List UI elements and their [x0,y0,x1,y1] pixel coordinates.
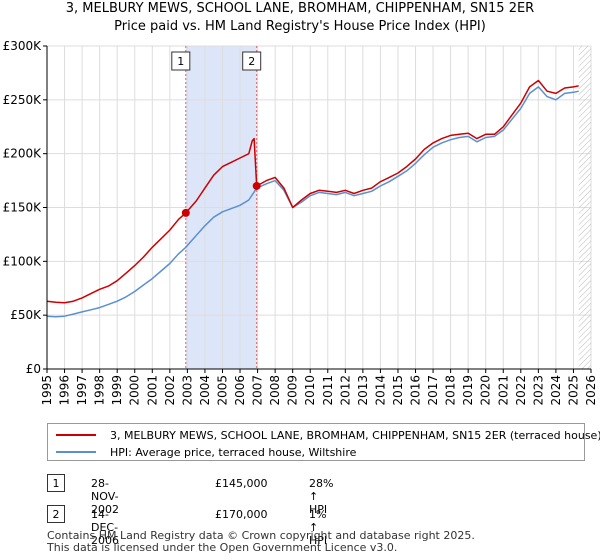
transaction-price: £145,000 [215,477,268,490]
x-tick-label: 2019 [461,375,475,406]
x-tick-label: 2002 [163,375,177,406]
x-tick-label: 2001 [145,375,159,406]
x-tick-label: 1997 [75,375,89,406]
legend-swatch-hpi [56,451,96,453]
x-tick-label: 2000 [128,375,142,406]
x-tick-label: 2013 [356,375,370,406]
transaction-date: 14-DEC-2006 [91,508,119,547]
hpi-line [46,86,579,318]
sale-marker-number: 2 [248,55,255,68]
x-tick-label: 2020 [479,375,493,406]
transaction-hpi-change: 1% ↑ HPI [309,508,328,547]
sale-point [181,208,190,217]
x-tick-label: 2024 [549,375,563,406]
x-tick-label: 2007 [251,375,265,406]
forecast-hatch [578,46,591,369]
transaction-number-badge: 2 [47,505,65,523]
sale-marker-label: 1 [171,51,191,71]
transaction-price: £170,000 [215,508,268,521]
y-tick-label: £100K [3,254,43,268]
x-tick-label: 2005 [215,375,229,406]
x-tick-label: 2010 [303,375,317,406]
x-tick-label: 2009 [286,375,300,406]
x-tick-label: 2018 [444,375,458,406]
x-tick-label: 2022 [514,375,528,406]
title-line-1: 3, MELBURY MEWS, SCHOOL LANE, BROMHAM, C… [65,1,535,16]
legend-item-hpi: HPI: Average price, terraced house, Wilt… [56,443,356,461]
x-tick-label: 2012 [338,375,352,406]
price-chart: 1 2 £0 £50K £100K £150K £200K £250K £300K 1995 1… [3,39,598,406]
x-tick-label: 1996 [58,375,72,406]
x-tick-label: 2025 [566,375,580,406]
x-tick-label: 2026 [584,375,598,406]
x-tick-label: 2021 [496,375,510,406]
legend-item-property: 3, MELBURY MEWS, SCHOOL LANE, BROMHAM, C… [56,426,600,444]
x-tick-label: 2006 [233,375,247,406]
y-tick-label: £250K [3,93,43,107]
sale-marker-box [242,51,262,71]
x-tick-label: 2017 [426,375,440,406]
x-tick-label: 2008 [268,375,282,406]
property-price-line [46,79,579,304]
x-tick-label: 1995 [40,375,54,406]
sale-marker-number: 1 [177,55,184,68]
y-tick-label: £0 [26,362,41,376]
transaction-date: 28-NOV-2002 [91,477,119,516]
x-tick-label: 2023 [531,375,545,406]
footer-line-2: This data is licensed under the Open Gov… [47,541,398,554]
x-tick-label: 2014 [373,375,387,406]
legend-swatch-property [56,434,96,436]
title-line-2: Price paid vs. HM Land Registry's House … [114,19,486,34]
x-tick-label: 1998 [93,375,107,406]
x-tick-label: 2016 [409,375,423,406]
x-tick-label: 2015 [391,375,405,406]
sale-marker-label: 2 [242,51,262,71]
x-tick-label: 2011 [321,375,335,406]
x-tick-label: 2003 [180,375,194,406]
y-tick-label: £200K [3,147,43,161]
y-tick-label: £300K [3,39,43,53]
sale-marker-box [171,51,191,71]
chart-title: 3, MELBURY MEWS, SCHOOL LANE, BROMHAM, C… [0,0,600,36]
legend-label-property: 3, MELBURY MEWS, SCHOOL LANE, BROMHAM, C… [110,428,600,442]
transaction-number-badge: 1 [47,474,65,492]
footer: Contains HM Land Registry data © Crown c… [47,530,475,554]
legend: 3, MELBURY MEWS, SCHOOL LANE, BROMHAM, C… [47,423,600,461]
legend-label-hpi: HPI: Average price, terraced house, Wilt… [110,445,357,459]
footer-line-1: Contains HM Land Registry data © Crown c… [47,529,475,542]
x-tick-label: 1999 [110,375,124,406]
sale-point [252,181,261,190]
y-tick-label: £150K [3,201,43,215]
y-tick-label: £50K [10,308,42,322]
x-tick-label: 2004 [198,375,212,406]
transaction-hpi-change: 28% ↑ HPI [309,477,334,516]
